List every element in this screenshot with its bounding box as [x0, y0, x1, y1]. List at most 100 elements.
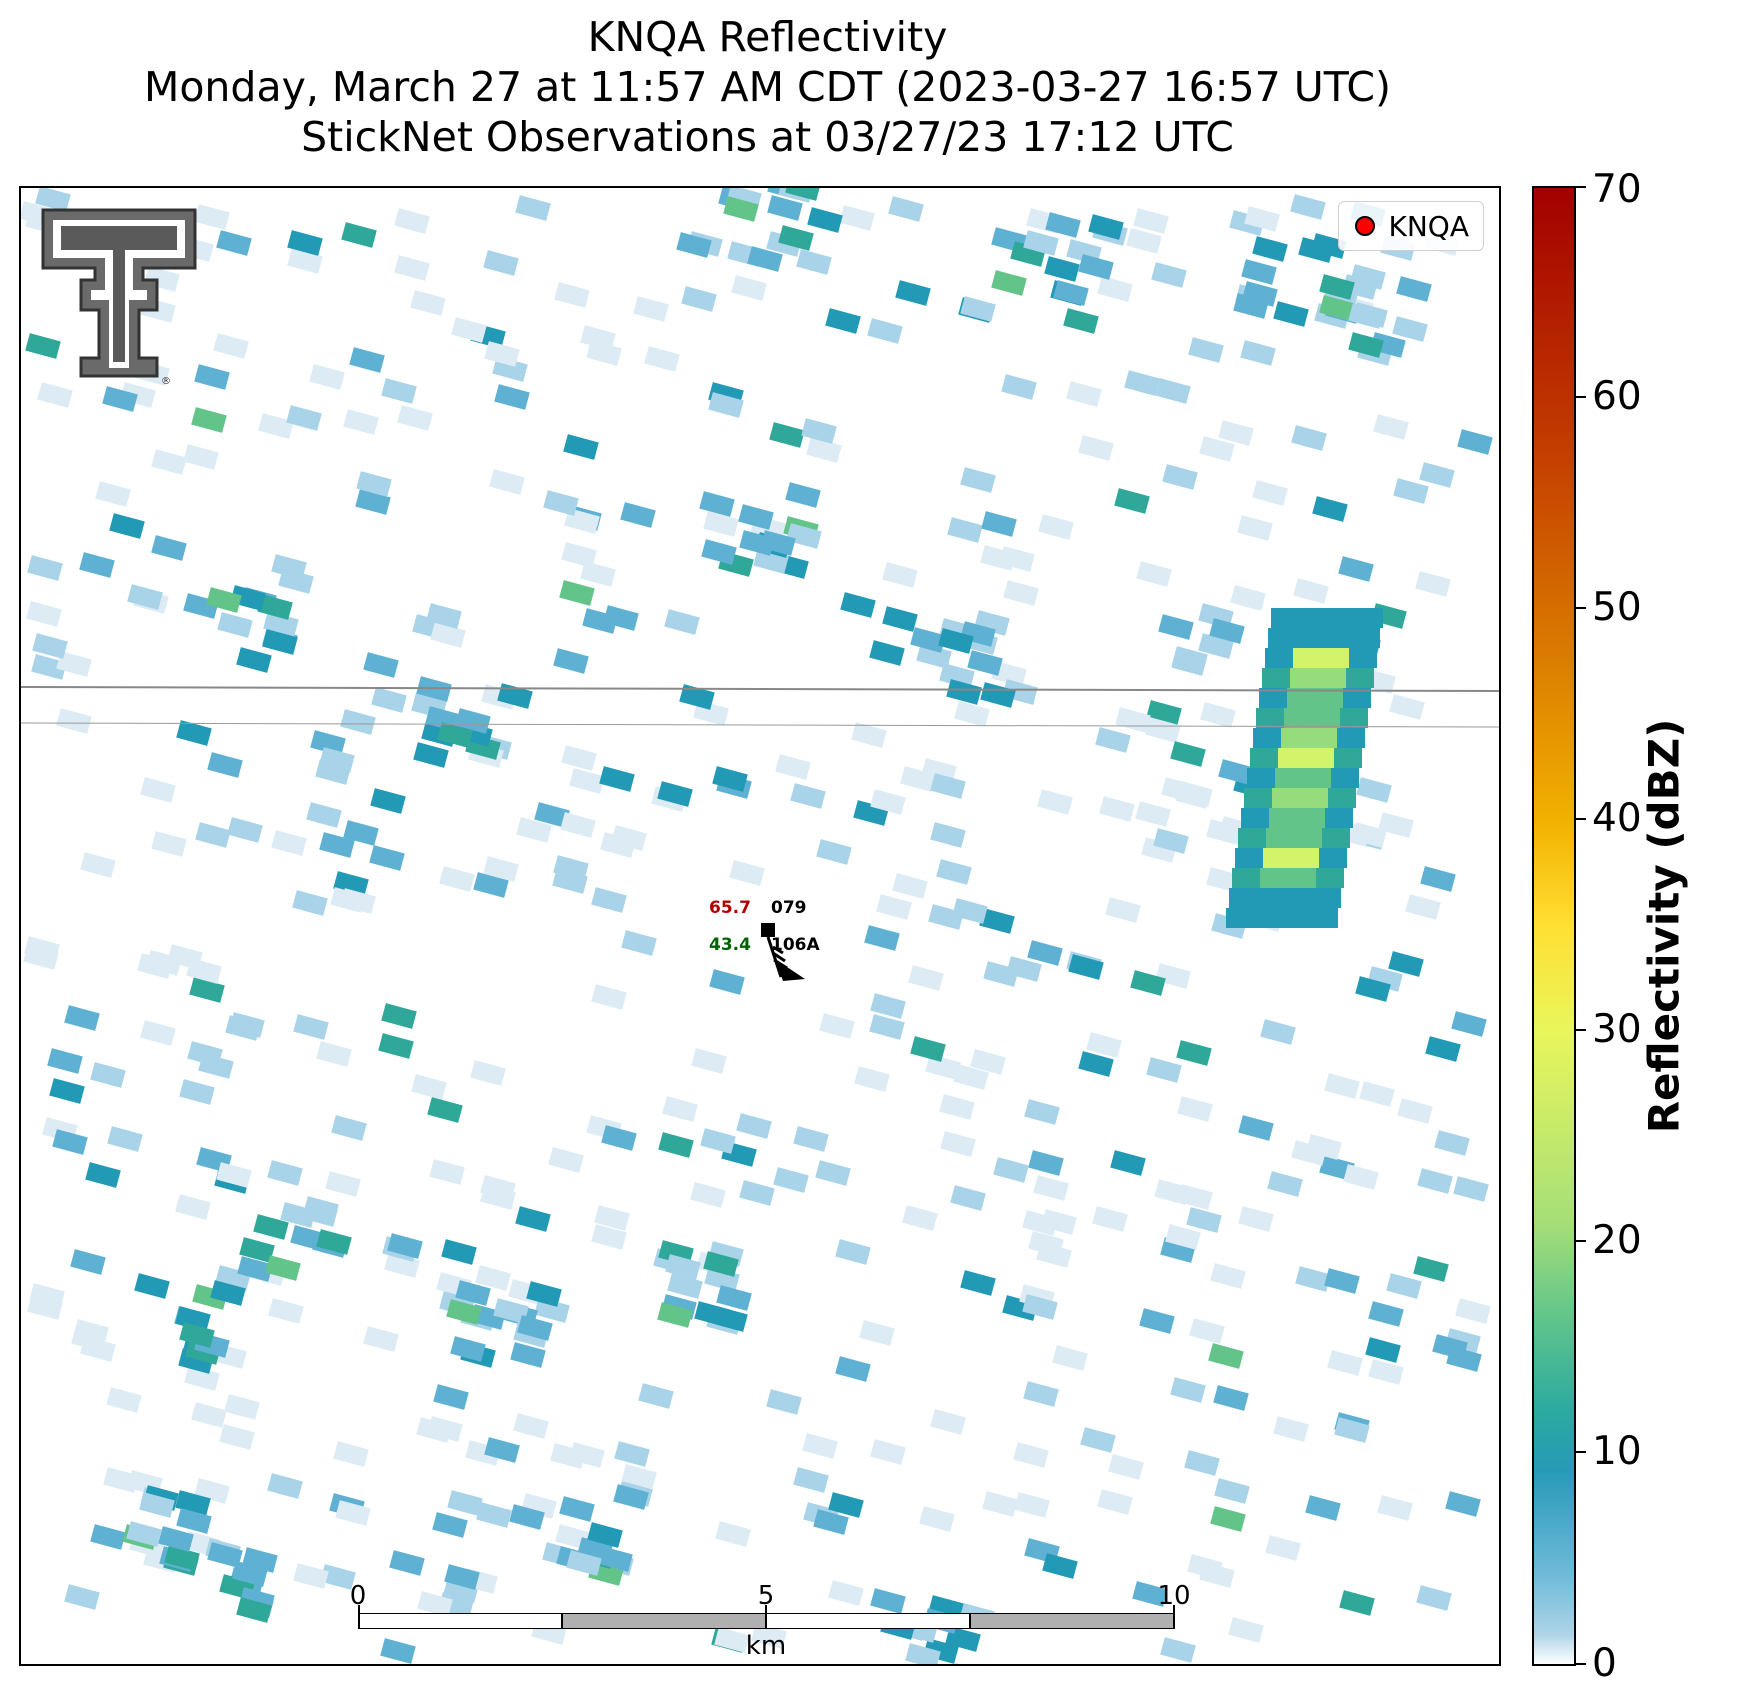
reflectivity-gate — [867, 318, 903, 344]
reflectivity-gate — [1303, 768, 1331, 788]
reflectivity-gate — [700, 1128, 736, 1154]
reflectivity-gate — [553, 648, 589, 674]
reflectivity-gate — [1241, 259, 1277, 285]
reflectivity-gate — [369, 845, 405, 871]
reflectivity-gate — [1368, 1359, 1404, 1385]
reflectivity-gate — [1254, 908, 1282, 928]
reflectivity-gate — [657, 1302, 693, 1328]
reflectivity-gate — [1284, 708, 1312, 728]
wind-barb-icon — [761, 923, 805, 981]
legend: KNQA — [1337, 201, 1484, 251]
reflectivity-gate — [1068, 954, 1104, 980]
station-wind-direction: 079 — [771, 898, 807, 918]
reflectivity-gate — [1285, 888, 1313, 908]
reflectivity-gate — [1322, 828, 1350, 848]
reflectivity-gate — [1218, 759, 1254, 785]
reflectivity-gate — [938, 628, 974, 654]
reflectivity-gate — [333, 1441, 369, 1467]
reflectivity-gate — [699, 491, 735, 517]
reflectivity-gate — [807, 207, 843, 233]
reflectivity-gate — [854, 1066, 890, 1092]
reflectivity-gate — [137, 953, 173, 979]
reflectivity-gate — [179, 1079, 215, 1105]
reflectivity-gate — [26, 601, 62, 627]
reflectivity-gate — [731, 275, 767, 301]
reflectivity-gate — [292, 890, 328, 916]
reflectivity-gate — [1242, 281, 1278, 307]
reflectivity-gate — [813, 1509, 849, 1535]
colorbar-label-10: 10 — [1592, 1429, 1642, 1474]
reflectivity-gate — [1260, 1019, 1296, 1045]
reflectivity-gate — [936, 859, 972, 885]
reflectivity-gate — [1324, 1268, 1360, 1294]
reflectivity-gate — [413, 742, 449, 768]
reflectivity-gate — [620, 502, 656, 528]
scale-tick — [1173, 1605, 1175, 1629]
reflectivity-gate — [1389, 694, 1425, 720]
reflectivity-gate — [258, 413, 294, 439]
reflectivity-gate — [340, 709, 376, 735]
reflectivity-gate — [1036, 1242, 1072, 1268]
reflectivity-gate — [1161, 777, 1197, 803]
reflectivity-gate — [739, 1180, 775, 1206]
reflectivity-gate — [613, 1484, 649, 1510]
reflectivity-gate — [691, 1048, 727, 1074]
reflectivity-gate — [603, 605, 639, 631]
reflectivity-gate — [394, 208, 430, 234]
reflectivity-gate — [1124, 370, 1160, 396]
reflectivity-gate — [1338, 556, 1374, 582]
scale-segment — [358, 1613, 562, 1629]
reflectivity-gate — [293, 1014, 329, 1040]
reflectivity-gate — [1373, 414, 1409, 440]
reflectivity-gate — [1315, 688, 1343, 708]
reflectivity-gate — [828, 1492, 864, 1518]
reflectivity-gate — [1250, 748, 1278, 768]
reflectivity-gate — [1092, 1206, 1128, 1232]
reflectivity-gate — [1297, 808, 1325, 828]
reflectivity-field — [21, 188, 1499, 1664]
reflectivity-gate — [497, 683, 533, 709]
reflectivity-gate — [1253, 728, 1281, 748]
reflectivity-gate — [1210, 1506, 1246, 1532]
reflectivity-gate — [427, 1097, 463, 1123]
reflectivity-gate — [882, 606, 918, 632]
reflectivity-gate — [925, 1054, 961, 1080]
reflectivity-gate — [1115, 707, 1151, 733]
reflectivity-gate — [1348, 303, 1384, 329]
reflectivity-gate — [257, 594, 293, 620]
reflectivity-gate — [1388, 951, 1424, 977]
reflectivity-gate — [586, 340, 622, 366]
reflectivity-gate — [198, 1053, 234, 1079]
reflectivity-gate — [1271, 608, 1299, 628]
reflectivity-gate — [910, 1036, 946, 1062]
reflectivity-gate — [621, 930, 657, 956]
reflectivity-gate — [476, 1502, 512, 1528]
reflectivity-gate — [1145, 717, 1181, 743]
reflectivity-gate — [701, 539, 737, 565]
reflectivity-gate — [236, 1597, 272, 1623]
reflectivity-gate — [126, 1521, 162, 1547]
reflectivity-gate — [1299, 608, 1327, 628]
reflectivity-gate — [194, 204, 230, 230]
reflectivity-gate — [355, 489, 391, 515]
reflectivity-gate — [194, 364, 230, 390]
reflectivity-gate — [930, 773, 966, 799]
reflectivity-gate — [25, 333, 61, 359]
reflectivity-gate — [517, 1315, 553, 1341]
reflectivity-gate — [1319, 295, 1355, 321]
scale-unit: km — [745, 1631, 787, 1661]
reflectivity-gate — [790, 783, 826, 809]
reflectivity-gate — [1003, 580, 1039, 606]
reflectivity-gate — [52, 1129, 88, 1155]
reflectivity-gate — [1272, 788, 1300, 808]
reflectivity-gate — [397, 405, 433, 431]
reflectivity-gate — [775, 754, 811, 780]
reflectivity-gate — [953, 1064, 989, 1090]
station-name: 106A — [771, 935, 820, 955]
reflectivity-gate — [417, 1591, 453, 1617]
reflectivity-gate — [676, 232, 712, 258]
reflectivity-gate — [1158, 614, 1194, 640]
scale-label-0: 0 — [349, 1581, 367, 1611]
reflectivity-gate — [1022, 1210, 1058, 1236]
colorbar-label-40: 40 — [1592, 796, 1642, 841]
